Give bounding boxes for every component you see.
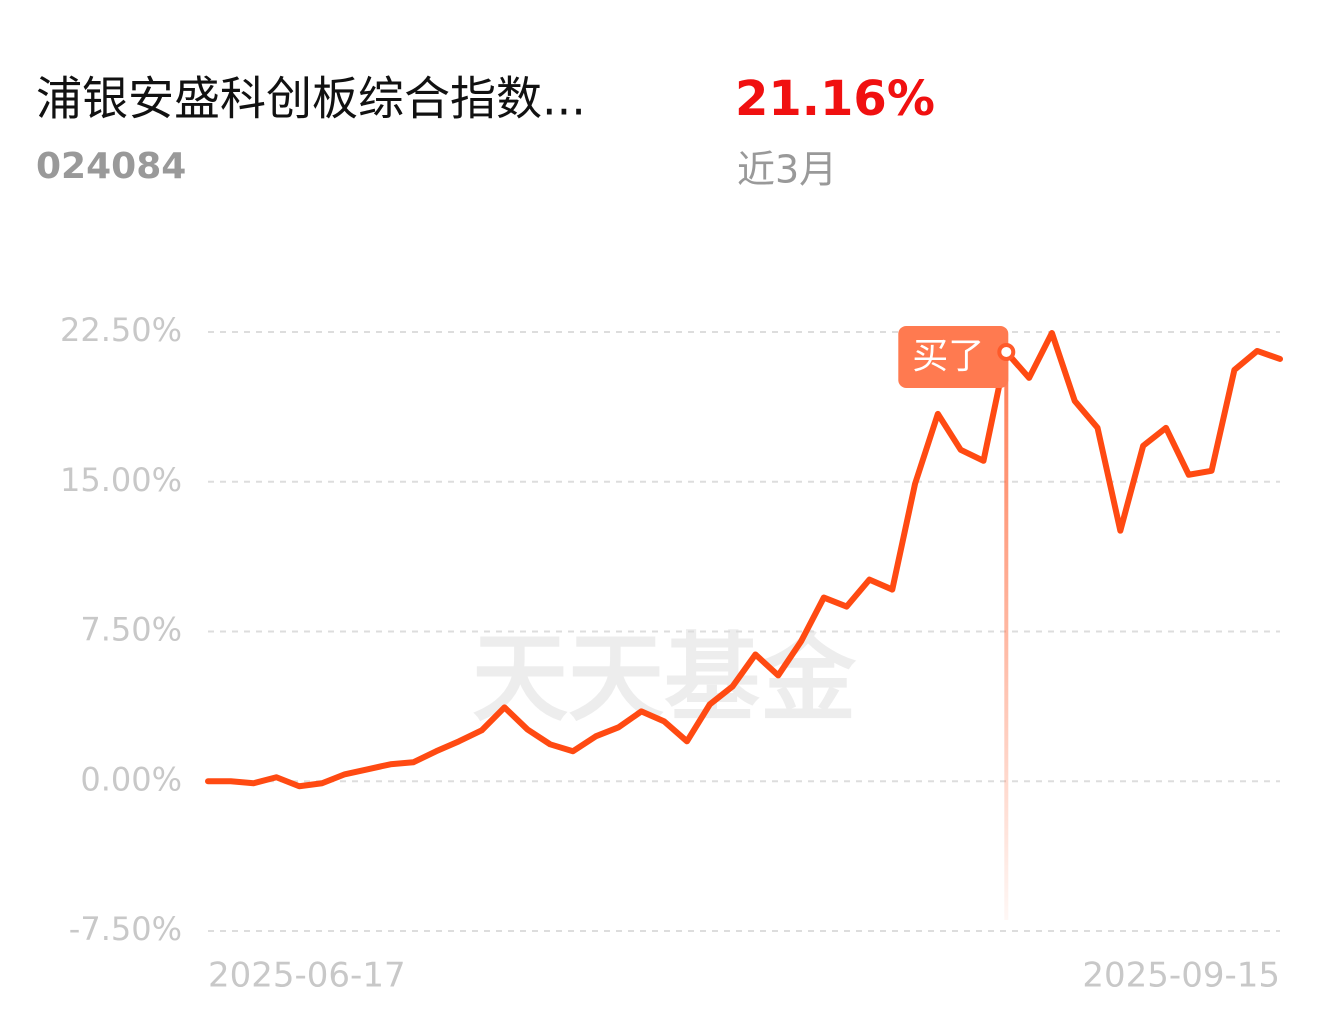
y-tick-label: 0.00% [80, 760, 182, 798]
watermark: 天天基金 [472, 622, 857, 734]
buy-point [997, 342, 1016, 361]
y-tick-label: -7.50% [69, 910, 182, 948]
line [205, 329, 1283, 790]
x-tick-label: 2025-06-17 [208, 956, 406, 996]
buy-line [1004, 351, 1009, 920]
y-tick-label: 7.50% [80, 611, 182, 649]
fund-code: 024084 [36, 146, 186, 187]
y-tick-label: 15.00% [60, 461, 182, 499]
x-tick-label: 2025-09-15 [1082, 956, 1280, 996]
return-value: 21.16% [735, 71, 935, 127]
fund-title: 浦银安盛科创板综合指数... [36, 72, 586, 126]
buy-badge: 买了 [912, 336, 984, 377]
buy-badge-bg [898, 325, 1009, 388]
period: 近3月 [737, 148, 837, 192]
y-tick-label: 22.50% [60, 311, 182, 349]
